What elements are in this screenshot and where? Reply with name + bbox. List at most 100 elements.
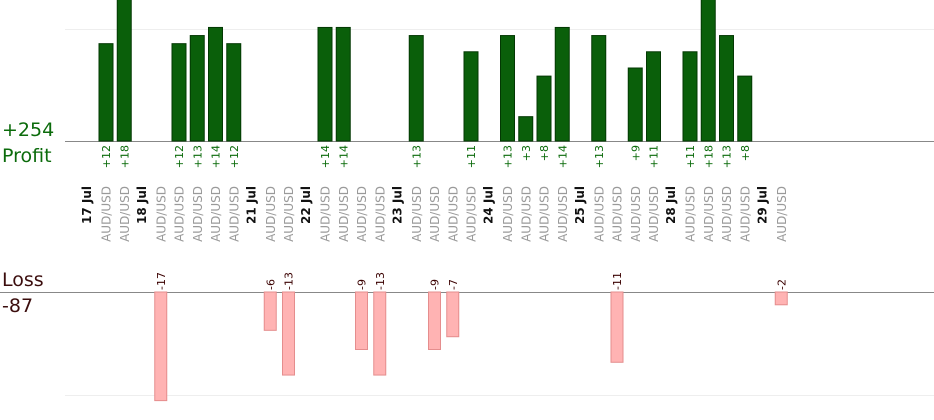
profit-bar [700, 0, 716, 142]
instrument-label: AUD/USD [410, 186, 424, 242]
profit-value-label: +14 [319, 145, 332, 168]
profit-bar [463, 51, 479, 142]
instrument-label: AUD/USD [738, 186, 752, 242]
loss-value-label: -17 [155, 272, 168, 290]
instrument-label: AUD/USD [702, 186, 716, 242]
profit-bar [591, 35, 607, 142]
loss-bar [154, 291, 168, 402]
profit-value-label: +13 [410, 145, 423, 168]
profit-bar [189, 35, 205, 142]
loss-bar [373, 291, 387, 376]
instrument-label: AUD/USD [629, 186, 643, 242]
loss-bar [774, 291, 788, 306]
profit-value-label: +11 [684, 145, 697, 168]
instrument-label: AUD/USD [720, 186, 734, 242]
profit-bar [226, 43, 242, 142]
date-label: 29 Jul [755, 186, 769, 224]
instrument-label: AUD/USD [355, 186, 369, 242]
instrument-label: AUD/USD [282, 186, 296, 242]
instrument-label: AUD/USD [465, 186, 479, 242]
profit-value-label: +13 [502, 145, 515, 168]
instrument-label: AUD/USD [173, 186, 187, 242]
loss-value-label: -2 [775, 279, 788, 290]
instrument-label: AUD/USD [373, 186, 387, 242]
profit-bar [719, 35, 734, 142]
instrument-label: AUD/USD [446, 186, 460, 242]
loss-value-label: -9 [356, 279, 369, 290]
profit-total: +254 [2, 119, 55, 141]
profit-value-label: +14 [556, 145, 569, 168]
instrument-label: AUD/USD [209, 186, 223, 242]
profit-value-label: +8 [538, 145, 551, 161]
instrument-label: AUD/USD [428, 186, 442, 242]
profit-value-label: +14 [337, 145, 350, 168]
loss-bar [355, 291, 368, 350]
profit-value-label: +9 [629, 145, 642, 161]
profit-bar [518, 116, 534, 142]
instrument-label: AUD/USD [264, 186, 278, 242]
profit-bar [554, 26, 570, 142]
instrument-label: AUD/USD [775, 186, 789, 242]
loss-value-label: -11 [611, 272, 624, 290]
loss-label: Loss [2, 269, 44, 291]
instrument-label: AUD/USD [519, 186, 533, 242]
date-label: 21 Jul [244, 186, 258, 224]
profit-bar [682, 51, 698, 142]
profit-value-label: +3 [520, 145, 533, 161]
profit-bar [116, 0, 132, 142]
instrument-label: AUD/USD [227, 186, 241, 242]
loss-bar [610, 291, 624, 363]
profit-value-label: +13 [593, 145, 606, 168]
profit-value-label: +8 [739, 145, 752, 161]
profit-value-label: +12 [228, 145, 241, 168]
date-labels: 17 Jul 18 Jul 21 Jul 22 Jul 23 Jul 24 Jul 25 J… [80, 186, 769, 224]
instrument-label: AUD/USD [319, 186, 333, 242]
instrument-label: AUD/USD [118, 186, 132, 242]
date-label: 23 Jul [390, 186, 404, 224]
instrument-label: AUD/USD [191, 186, 205, 242]
profit-value-label: +11 [648, 145, 661, 168]
profit-value-label: +13 [191, 145, 204, 168]
loss-bar [446, 291, 460, 338]
profit-bar [317, 26, 333, 142]
profit-bar [408, 35, 424, 142]
profit-bar [208, 26, 223, 142]
date-label: 17 Jul [80, 186, 94, 224]
loss-bar [263, 291, 277, 331]
loss-bar [428, 291, 441, 350]
profit-bar [500, 35, 515, 142]
profit-bar [171, 43, 187, 142]
instrument-label: AUD/USD [337, 186, 351, 242]
loss-value-label: -7 [447, 279, 460, 290]
instrument-label: AUD/USD [100, 186, 114, 242]
instrument-labels: AUD/USD AUD/USD AUD/USD AUD/USD AUD/USD AUD/U… [100, 186, 789, 242]
instrument-label: AUD/USD [501, 186, 515, 242]
profit-value-label: +13 [721, 145, 734, 168]
instrument-label: AUD/USD [592, 186, 606, 242]
date-label: 18 Jul [135, 186, 149, 224]
date-label: 28 Jul [664, 186, 678, 224]
profit-bar [98, 43, 114, 142]
instrument-label: AUD/USD [556, 186, 570, 242]
loss-total: -87 [2, 295, 34, 317]
profit-value-label: +11 [465, 145, 478, 168]
profit-bars [98, 0, 753, 142]
loss-value-label: -6 [264, 279, 277, 290]
profit-bar [646, 51, 661, 142]
loss-value-label: -13 [283, 272, 296, 290]
date-label: 25 Jul [573, 186, 587, 224]
profit-value-label: +18 [702, 145, 715, 168]
loss-value-label: -9 [429, 279, 442, 290]
date-label: 22 Jul [299, 186, 313, 224]
profit-bar [737, 75, 753, 142]
profit-value-label: +12 [100, 145, 113, 168]
profit-value-label: +18 [118, 145, 131, 168]
instrument-label: AUD/USD [647, 186, 661, 242]
instrument-label: AUD/USD [611, 186, 625, 242]
instrument-label: AUD/USD [684, 186, 698, 242]
loss-bars [154, 291, 788, 402]
instrument-label: AUD/USD [154, 186, 168, 242]
value-labels: +12 +18 -17 +12 +13 +14 +12 -6 -13 +14 +14 -9 -13 +13… [100, 145, 788, 290]
profit-value-label: +12 [173, 145, 186, 168]
